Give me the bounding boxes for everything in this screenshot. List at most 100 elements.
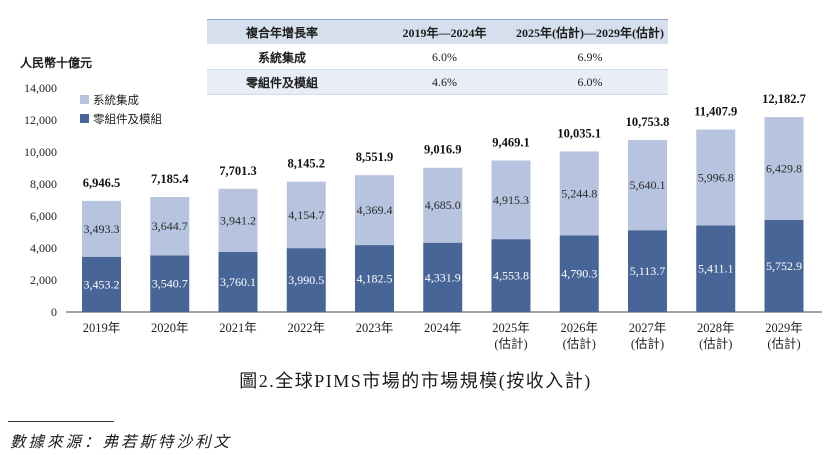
bar-segment-value-label: 4,553.8	[493, 269, 529, 283]
cagr-value: 4.6%	[357, 69, 512, 95]
bar-segment-value-label: 3,540.7	[152, 277, 188, 291]
y-axis-title: 人民幣十億元	[20, 56, 93, 70]
bar-stack: 5,113.7 5,640.1 10,753.8	[626, 115, 669, 312]
bar-segment	[491, 239, 531, 312]
bar-total-label: 12,182.7	[762, 92, 806, 106]
cagr-value: 6.9%	[512, 44, 668, 70]
bar-total-label: 9,469.1	[492, 135, 530, 149]
cagr-value: 6.0%	[512, 69, 668, 95]
bar-segment-value-label: 6,429.8	[766, 162, 802, 176]
legend-label: 零組件及模組	[93, 113, 162, 126]
bar-segment	[559, 151, 599, 236]
legend-item: 零組件及模組	[80, 109, 162, 128]
bar-segment	[628, 230, 667, 312]
bar-total-label: 8,551.9	[356, 150, 394, 164]
y-tick-label: 14,000	[24, 81, 57, 95]
bar-total-label: 7,185.4	[151, 172, 189, 186]
bar-stack: 5,411.1 5,996.8 11,407.9	[694, 104, 737, 312]
bar-total-label: 8,145.2	[288, 157, 326, 171]
bar-total-label: 11,407.9	[694, 104, 737, 118]
bar-stack: 3,453.2 3,493.3 6,946.5	[82, 176, 121, 312]
bar-segment-value-label: 5,752.9	[766, 259, 802, 273]
bar-segment	[423, 167, 463, 243]
bar-segment	[286, 181, 326, 249]
bar-segment	[286, 248, 326, 312]
source-note: 數據來源：弗若斯特沙利文	[10, 434, 233, 451]
legend-label: 系統集成	[93, 94, 139, 107]
bar-segment-value-label: 5,996.8	[698, 170, 734, 184]
cagr-table-header-row: 複合年增長率 2019年—2024年 2025年(估計)—2029年(估計)	[207, 19, 668, 45]
bar-segment-value-label: 4,915.3	[493, 193, 529, 207]
legend-swatch	[80, 114, 89, 123]
bar-stack: 4,553.8 4,915.3 9,469.1	[491, 135, 531, 312]
bar-segment-value-label: 4,182.5	[357, 272, 393, 286]
bar-segment	[150, 197, 190, 256]
bar-segment	[764, 219, 804, 312]
bar-total-label: 7,701.3	[219, 164, 257, 178]
bar-segment-value-label: 4,685.0	[425, 198, 461, 212]
y-tick-label: 12,000	[24, 113, 57, 127]
bar-total-label: 9,016.9	[424, 143, 462, 157]
bar-segment	[150, 255, 190, 312]
bar-segment	[355, 245, 394, 312]
bar-stack: 3,990.5 4,154.7 8,145.2	[286, 157, 326, 312]
cagr-row-label: 系統集成	[207, 44, 357, 70]
bar-segment-value-label: 5,113.7	[630, 264, 666, 278]
cagr-row-label: 零組件及模組	[207, 69, 357, 95]
bar-segment-value-label: 5,244.8	[561, 186, 597, 200]
cagr-table-row: 系統集成 6.0% 6.9%	[207, 44, 668, 70]
bar-segment-value-label: 3,644.7	[152, 219, 188, 233]
chart-legend: 系統集成 零組件及模組	[80, 90, 162, 128]
bar-stack: 3,760.1 3,941.2 7,701.3	[218, 164, 258, 312]
cagr-value: 6.0%	[357, 44, 512, 70]
bar-segment	[423, 242, 463, 312]
bar-segment-value-label: 4,331.9	[425, 270, 461, 284]
bar-segment	[82, 200, 121, 257]
bar-segment-value-label: 4,154.7	[288, 208, 324, 222]
bar-segment	[218, 188, 258, 252]
bar-segment-value-label: 3,760.1	[220, 275, 256, 289]
y-tick-label: 8,000	[30, 177, 57, 191]
bar-segment-value-label: 3,941.2	[220, 213, 256, 227]
bar-segment	[696, 129, 736, 226]
bar-segment	[696, 225, 736, 312]
y-tick-label: 2,000	[30, 273, 57, 287]
bar-segment-value-label: 5,640.1	[630, 178, 666, 192]
bar-stack: 4,182.5 4,369.4 8,551.9	[355, 150, 394, 312]
y-tick-label: 0	[51, 305, 57, 319]
legend-item: 系統集成	[80, 90, 162, 109]
footnote-divider	[8, 421, 114, 422]
bar-segment-value-label: 4,790.3	[561, 267, 597, 281]
bar-stack: 4,331.9 4,685.0 9,016.9	[423, 143, 463, 312]
bar-segment-value-label: 3,453.2	[84, 277, 120, 291]
cagr-header-period-forecast: 2025年(估計)—2029年(估計)	[512, 19, 668, 45]
bar-segment	[628, 139, 667, 231]
bar-total-label: 6,946.5	[83, 176, 121, 190]
bar-segment	[82, 256, 121, 312]
bar-total-label: 10,035.1	[557, 126, 601, 140]
bar-stack: 3,540.7 3,644.7 7,185.4	[150, 172, 190, 312]
y-axis: 0 2,000 4,000 6,000 8,000 10,000 12,000 14,000	[24, 81, 57, 319]
cagr-table-row: 零組件及模組 4.6% 6.0%	[207, 69, 668, 95]
bar-segment-value-label: 4,369.4	[357, 203, 393, 217]
bar-stack: 4,790.3 5,244.8 10,035.1	[557, 126, 601, 312]
bar-segment	[491, 160, 531, 240]
bar-stack: 5,752.9 6,429.8 12,182.7	[762, 92, 806, 312]
y-tick-label: 6,000	[30, 209, 57, 223]
bar-segment	[559, 235, 599, 312]
cagr-header-label: 複合年增長率	[207, 19, 357, 45]
figure-caption: 圖2.全球PIMS市場的市場規模(按收入計)	[239, 371, 592, 391]
bar-segment	[764, 117, 804, 220]
legend-swatch	[80, 95, 89, 104]
y-tick-label: 4,000	[30, 241, 57, 255]
bar-segment-value-label: 5,411.1	[698, 262, 734, 276]
cagr-table: 複合年增長率 2019年—2024年 2025年(估計)—2029年(估計) 系…	[207, 19, 668, 95]
bar-segment	[355, 175, 394, 246]
y-tick-label: 10,000	[24, 145, 57, 159]
bar-segment-value-label: 3,493.3	[84, 222, 120, 236]
bar-segment	[218, 251, 258, 312]
bar-segment-value-label: 3,990.5	[288, 273, 324, 287]
cagr-header-period-historical: 2019年—2024年	[357, 19, 512, 45]
